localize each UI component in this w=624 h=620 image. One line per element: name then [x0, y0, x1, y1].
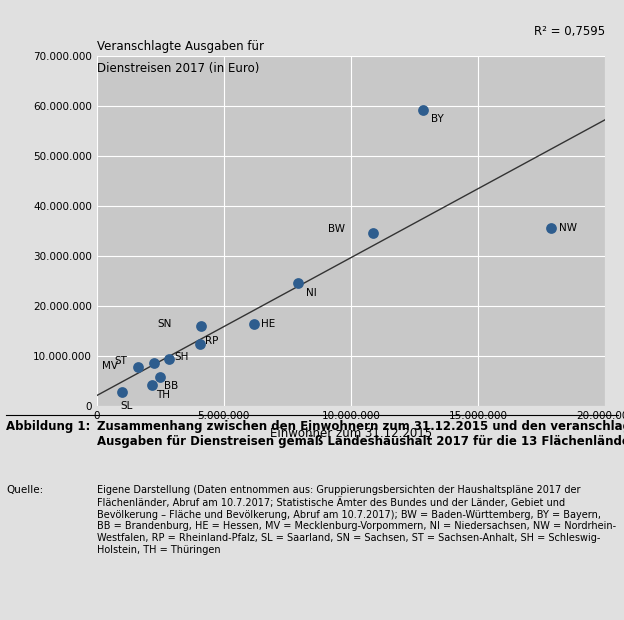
Text: ST: ST — [114, 355, 127, 366]
Point — [249, 319, 259, 329]
Point — [147, 380, 157, 390]
Point — [117, 387, 127, 397]
Text: R² = 0,7595: R² = 0,7595 — [534, 25, 605, 38]
Point — [133, 362, 143, 372]
Text: Abbildung 1:: Abbildung 1: — [6, 420, 90, 433]
Text: TH: TH — [156, 390, 170, 400]
Text: SL: SL — [121, 401, 133, 410]
Text: NW: NW — [558, 223, 577, 234]
Point — [368, 229, 378, 239]
Text: BB: BB — [163, 381, 178, 391]
Text: NI: NI — [306, 288, 316, 298]
Text: BY: BY — [431, 114, 444, 124]
Point — [149, 358, 159, 368]
Point — [293, 278, 303, 288]
Text: BW: BW — [328, 224, 344, 234]
Text: MV: MV — [102, 361, 118, 371]
Text: Quelle:: Quelle: — [6, 485, 44, 495]
X-axis label: Einwohner zum 31.12.2015: Einwohner zum 31.12.2015 — [270, 427, 432, 440]
Text: SH: SH — [175, 352, 189, 361]
Point — [195, 321, 205, 331]
Text: Zusammenhang zwischen den Einwohnern zum 31.12.2015 und den veranschlagten
Ausga: Zusammenhang zwischen den Einwohnern zum… — [97, 420, 624, 448]
Point — [546, 223, 556, 233]
Point — [418, 105, 428, 115]
Text: Dienstreisen 2017 (in Euro): Dienstreisen 2017 (in Euro) — [97, 62, 259, 75]
Text: SN: SN — [157, 319, 172, 329]
Point — [155, 372, 165, 382]
Text: RP: RP — [205, 336, 218, 346]
Text: Eigene Darstellung (Daten entnommen aus: Gruppierungsbersichten der Haushaltsplä: Eigene Darstellung (Daten entnommen aus:… — [97, 485, 616, 554]
Point — [164, 354, 174, 364]
Point — [195, 339, 205, 348]
Text: HE: HE — [261, 319, 276, 329]
Text: Veranschlagte Ausgaben für: Veranschlagte Ausgaben für — [97, 40, 264, 53]
